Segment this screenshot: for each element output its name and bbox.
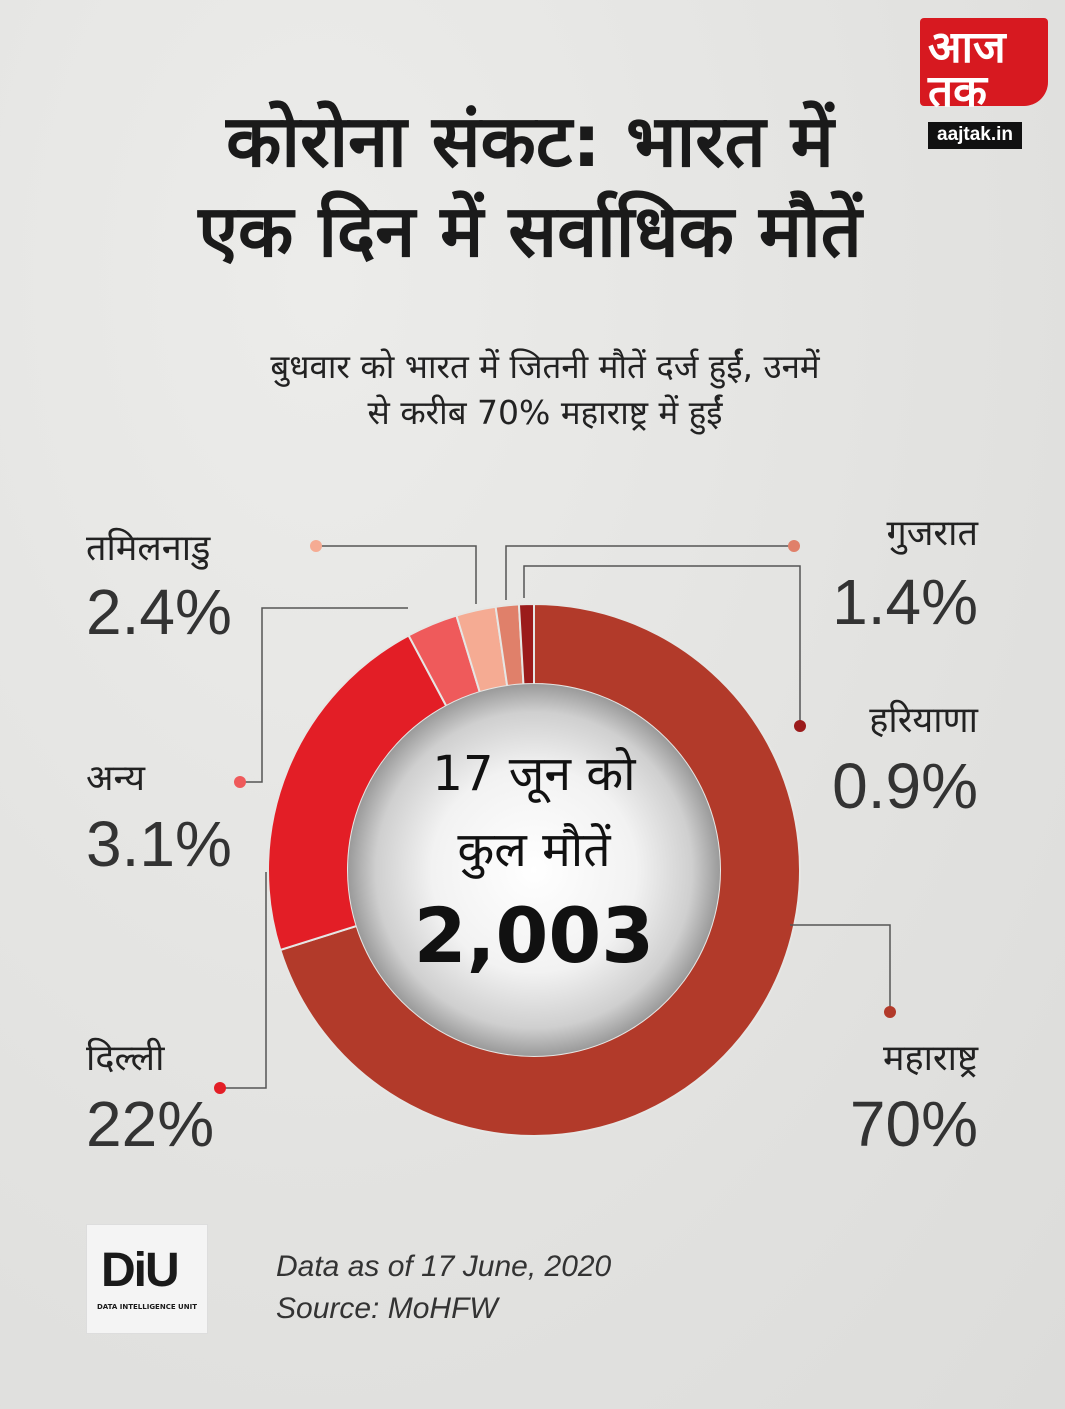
leader-tamilnadu: [316, 545, 477, 604]
subtitle: बुधवार को भारत में जितनी मौतें दर्ज हुईं…: [120, 344, 970, 436]
label-pct-haryana: 0.9%: [832, 750, 978, 822]
donut-center: [348, 684, 720, 1056]
leader-lines: [214, 540, 896, 1094]
label-pct-maharashtra: 70%: [850, 1088, 978, 1160]
label-name-delhi: दिल्ली: [86, 1037, 165, 1079]
data-date-note: Data as of 17 June, 2020: [276, 1250, 612, 1283]
label-name-maharashtra: महाराष्ट्र: [883, 1038, 979, 1079]
label-name-tamilnadu: तमिलनाडु: [86, 527, 211, 570]
aajtak-logo-text: आज तक: [928, 22, 1006, 117]
aajtak-logo-mark: आज तक: [920, 18, 1048, 114]
label-name-haryana: हरियाणा: [869, 699, 978, 741]
title-line-2: एक दिन में सर्वाधिक मौतें: [198, 189, 862, 273]
title-line-1: कोरोना संकट: भारत में: [226, 99, 834, 183]
subtitle-line-2: से करीब 70% महाराष्ट्र में हुईं: [367, 393, 723, 433]
label-pct-tamilnadu: 2.4%: [86, 576, 232, 648]
diu-logo-text: DiU: [101, 1244, 180, 1297]
leader-gujarat: [505, 545, 794, 600]
label-pct-others: 3.1%: [86, 808, 232, 880]
label-name-others: अन्य: [86, 758, 146, 799]
label-pct-delhi: 22%: [86, 1088, 214, 1160]
source-note: Data as of 17 June, 2020 Source: MoHFW: [276, 1246, 611, 1330]
label-pct-gujarat: 1.4%: [832, 566, 978, 638]
leader-delhi: [220, 872, 267, 1089]
diu-logo-subtext: DATA INTELLIGENCE UNIT: [97, 1303, 197, 1311]
source-label: Source: MoHFW: [276, 1292, 498, 1325]
aajtak-logo: आज तक aajtak.in: [920, 18, 1048, 149]
center-line-2: कुल मौतें: [457, 822, 612, 879]
leader-haryana: [523, 565, 801, 726]
leader-maharashtra-dot: [884, 1006, 896, 1018]
donut-slices: [267, 602, 801, 1137]
leader-maharashtra: [790, 924, 891, 1012]
leader-others-dot: [234, 776, 246, 788]
center-line-1: 17 जून को: [432, 746, 637, 804]
leader-others: [240, 607, 408, 783]
leader-gujarat-dot: [788, 540, 800, 552]
label-name-gujarat: गुजरात: [886, 513, 979, 555]
aajtak-site-label: aajtak.in: [928, 122, 1023, 149]
page-title: कोरोना संकट: भारत में एक दिन में सर्वाधि…: [100, 96, 960, 276]
subtitle-line-1: बुधवार को भारत में जितनी मौतें दर्ज हुईं…: [270, 347, 820, 386]
diu-logo: DiU DATA INTELLIGENCE UNIT: [86, 1224, 208, 1334]
center-total: 2,003: [414, 891, 654, 980]
leader-haryana-dot: [794, 720, 806, 732]
leader-tamilnadu-dot: [310, 540, 322, 552]
leader-delhi-dot: [214, 1082, 226, 1094]
